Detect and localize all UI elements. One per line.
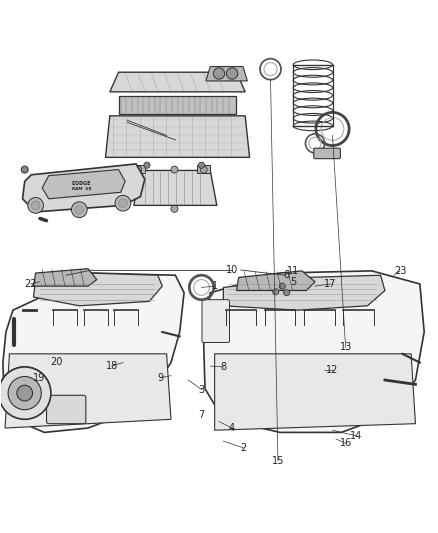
Text: 22: 22: [24, 279, 37, 289]
Circle shape: [198, 162, 205, 168]
Polygon shape: [22, 164, 145, 212]
Text: 5: 5: [290, 277, 297, 287]
Circle shape: [135, 166, 142, 173]
Polygon shape: [33, 269, 97, 286]
Circle shape: [213, 68, 225, 79]
Text: 11: 11: [287, 266, 299, 276]
Text: 10: 10: [226, 265, 238, 275]
Circle shape: [171, 166, 178, 173]
Text: 2: 2: [240, 443, 246, 453]
Text: RAM  V8: RAM V8: [72, 187, 91, 191]
FancyBboxPatch shape: [132, 165, 145, 173]
Circle shape: [115, 195, 131, 211]
FancyBboxPatch shape: [197, 165, 210, 173]
Polygon shape: [134, 171, 217, 205]
Polygon shape: [110, 72, 245, 92]
Circle shape: [200, 166, 207, 173]
Circle shape: [75, 205, 84, 214]
Text: 16: 16: [339, 438, 352, 448]
Text: 7: 7: [198, 410, 205, 420]
Circle shape: [279, 283, 286, 289]
Circle shape: [284, 289, 290, 296]
FancyBboxPatch shape: [46, 395, 86, 424]
Text: 13: 13: [339, 342, 352, 352]
Text: 3: 3: [198, 385, 205, 394]
Polygon shape: [204, 271, 424, 432]
Circle shape: [144, 162, 150, 168]
Text: 14: 14: [350, 431, 363, 441]
Polygon shape: [206, 67, 247, 81]
Text: 4: 4: [229, 423, 235, 433]
Text: 1: 1: [212, 281, 218, 291]
Text: DODGE: DODGE: [72, 181, 91, 187]
Circle shape: [8, 376, 41, 410]
FancyBboxPatch shape: [119, 96, 237, 114]
Polygon shape: [42, 169, 125, 199]
Circle shape: [21, 166, 28, 173]
Circle shape: [31, 201, 40, 210]
Circle shape: [226, 68, 238, 79]
Polygon shape: [3, 273, 184, 432]
Circle shape: [119, 199, 127, 207]
Text: 12: 12: [326, 366, 339, 375]
Text: 6: 6: [284, 270, 290, 280]
Polygon shape: [5, 354, 171, 428]
Text: 8: 8: [220, 362, 226, 372]
Text: 9: 9: [157, 373, 163, 383]
FancyBboxPatch shape: [202, 300, 230, 343]
Circle shape: [28, 198, 43, 213]
Polygon shape: [106, 116, 250, 157]
Text: 20: 20: [50, 357, 63, 367]
Circle shape: [17, 385, 32, 401]
Circle shape: [0, 367, 51, 419]
Circle shape: [71, 202, 87, 217]
Circle shape: [273, 289, 279, 295]
Text: 17: 17: [324, 279, 336, 289]
Polygon shape: [237, 271, 315, 290]
FancyBboxPatch shape: [314, 148, 340, 159]
Text: 19: 19: [33, 373, 45, 383]
Polygon shape: [33, 273, 162, 306]
Text: 23: 23: [394, 266, 406, 276]
Polygon shape: [215, 354, 416, 430]
Text: 15: 15: [272, 456, 284, 466]
Text: 18: 18: [106, 361, 118, 371]
Circle shape: [171, 205, 178, 212]
Polygon shape: [223, 275, 385, 310]
